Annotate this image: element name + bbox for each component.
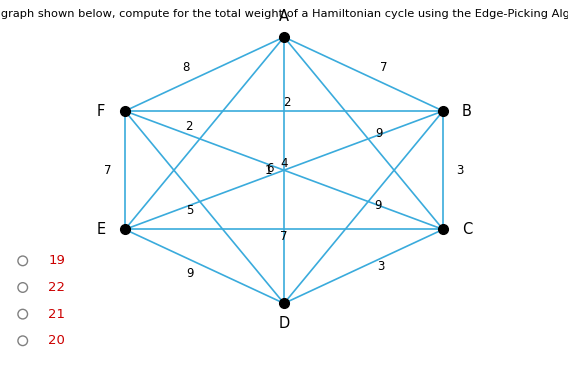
Text: 21: 21 <box>48 307 65 321</box>
Text: B: B <box>462 104 472 118</box>
Text: C: C <box>462 222 472 237</box>
Text: 1: 1 <box>264 164 272 177</box>
Text: 9: 9 <box>374 199 382 212</box>
Text: 20: 20 <box>48 334 65 347</box>
Text: 9: 9 <box>375 127 383 140</box>
Text: 3: 3 <box>457 164 463 177</box>
Text: 19: 19 <box>48 254 65 268</box>
Text: For the graph shown below, compute for the total weight of a Hamiltonian cycle u: For the graph shown below, compute for t… <box>0 9 568 19</box>
Text: A: A <box>279 9 289 24</box>
Text: 5: 5 <box>187 204 194 218</box>
Text: 22: 22 <box>48 281 65 294</box>
Text: E: E <box>97 222 106 237</box>
Text: D: D <box>278 316 290 331</box>
Text: 7: 7 <box>280 229 288 243</box>
Text: 7: 7 <box>104 164 112 177</box>
Text: F: F <box>97 104 105 118</box>
Text: 6: 6 <box>266 162 274 175</box>
Text: 3: 3 <box>377 260 384 273</box>
Text: 4: 4 <box>280 157 288 170</box>
Text: 7: 7 <box>379 61 387 74</box>
Text: 9: 9 <box>186 266 194 280</box>
Text: 8: 8 <box>183 61 190 74</box>
Text: 2: 2 <box>283 96 291 110</box>
Text: 2: 2 <box>185 120 193 133</box>
